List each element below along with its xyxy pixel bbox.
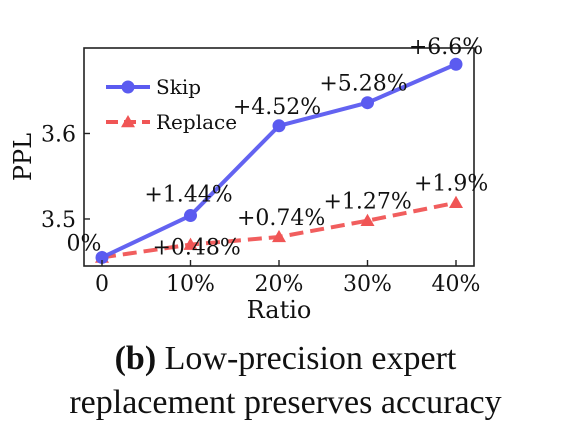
data-label-replace-4: +1.9% [414, 172, 488, 197]
data-point-replace-4 [449, 195, 463, 208]
caption-label: (b) [114, 340, 157, 377]
data-label-replace-1: +0.48% [153, 236, 241, 261]
data-label-skip-3: +5.28% [319, 72, 407, 97]
legend: Skip Replace [106, 75, 237, 134]
x-tick-label: 0 [95, 272, 109, 297]
y-tick-label: 3.5 [41, 208, 76, 233]
y-tick-label: 3.6 [41, 122, 76, 147]
x-tick-label: 20% [255, 272, 304, 297]
data-label-replace-3: +1.27% [324, 190, 412, 215]
axes-layer: 0 10% 20% 30% 40% 3.5 3.6 [41, 122, 480, 297]
data-label-skip-4: +6.6% [409, 35, 483, 60]
legend-label-replace: Replace [156, 110, 237, 134]
caption-line1: Low-precision expert [164, 340, 457, 377]
figure-caption-line2: replacement preserves accuracy [0, 380, 571, 426]
data-point-skip-4 [449, 57, 463, 71]
data-label-layer: 0%+1.44%+4.52%+5.28%+6.6%+0.48%+0.74%+1.… [67, 35, 489, 260]
data-label-skip-2: +4.52% [233, 95, 321, 120]
x-tick-label: 10% [166, 272, 215, 297]
data-point-replace-2 [272, 229, 286, 243]
series-layer [95, 57, 463, 264]
caption-line2: replacement preserves accuracy [69, 384, 502, 421]
data-point-skip-1 [184, 209, 197, 223]
data-label-skip-0: 0% [67, 231, 102, 256]
data-label-skip-1: +1.44% [144, 183, 232, 208]
x-tick-label: 40% [432, 272, 481, 297]
y-axis-label: PPL [9, 133, 37, 181]
data-label-replace-2: +0.74% [237, 206, 325, 231]
data-point-skip-3 [361, 96, 374, 110]
x-axis-label: Ratio [247, 296, 312, 324]
x-tick-label: 30% [343, 272, 392, 297]
legend-label-skip: Skip [156, 75, 201, 99]
data-point-replace-3 [360, 213, 375, 226]
ppl-ratio-chart: 0%+1.44%+4.52%+5.28%+6.6%+0.48%+0.74%+1.… [9, 35, 489, 324]
figure-caption: (b) Low-precision expert [0, 336, 571, 382]
data-point-skip-2 [272, 119, 286, 133]
data-point-replace-1 [183, 237, 198, 250]
